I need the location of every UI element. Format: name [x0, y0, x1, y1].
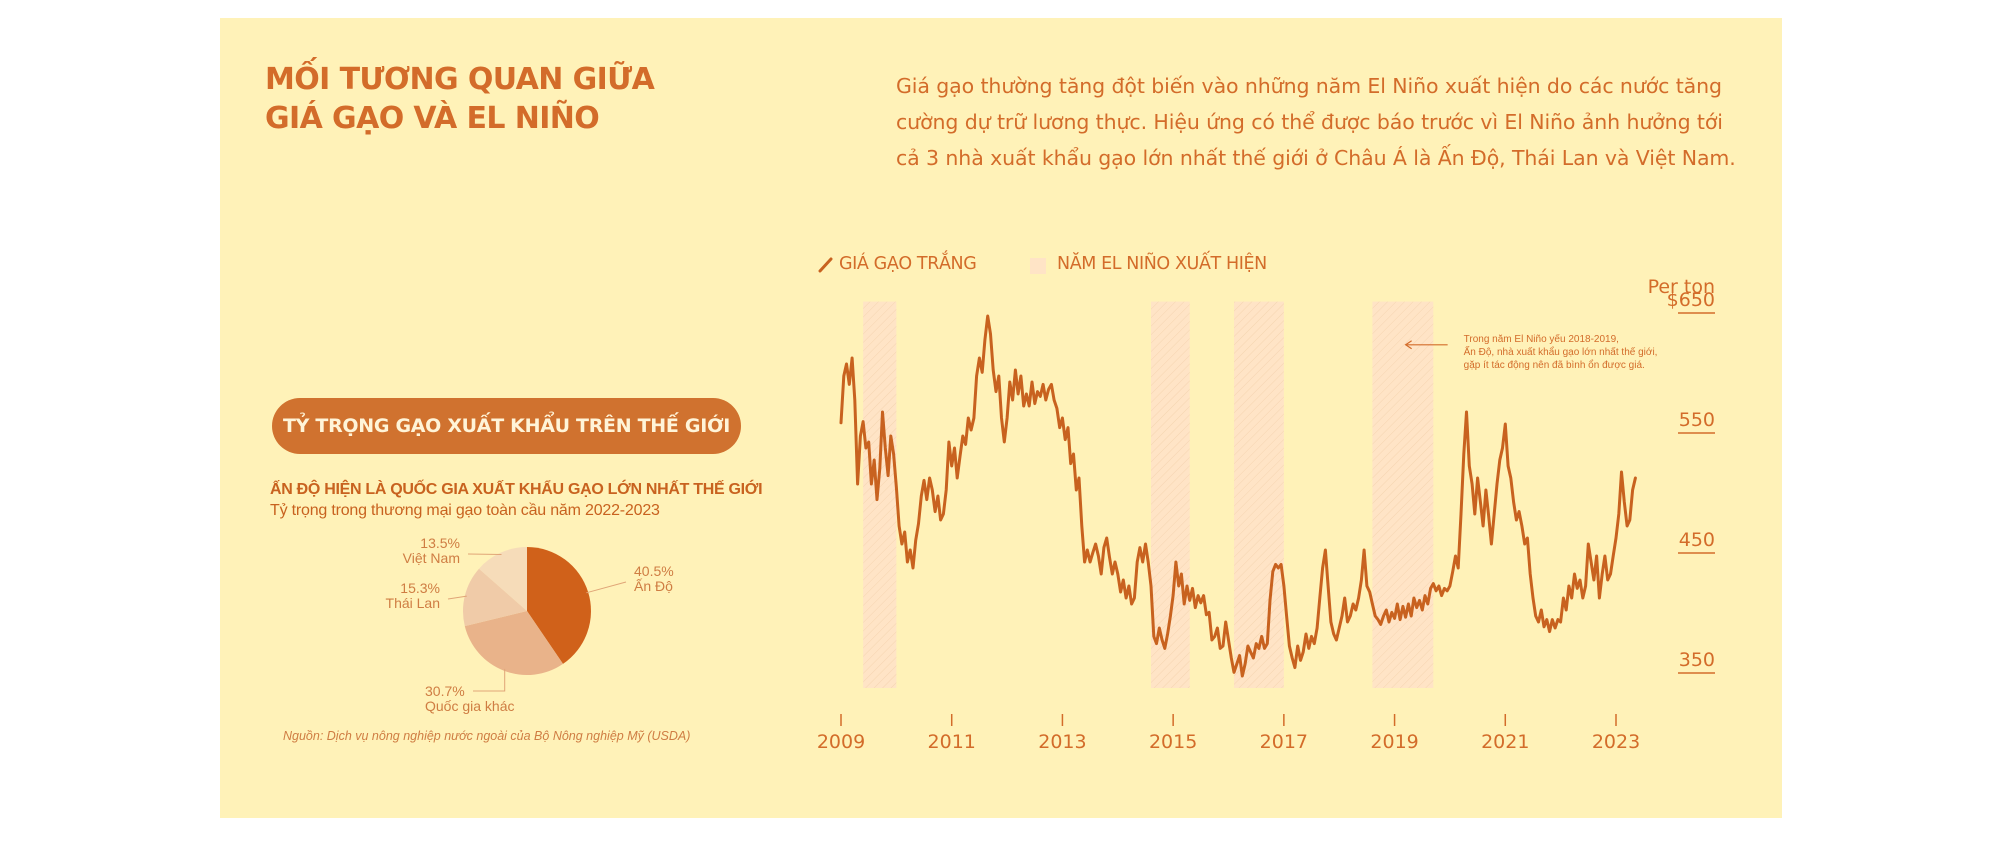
title-line-2: GIÁ GẠO VÀ EL NIÑO [265, 101, 600, 136]
x-tick-label-4: 2017 [1260, 731, 1308, 753]
pie-name-label-1: Quốc gia khác [425, 698, 515, 714]
pie-subheading: Tỷ trọng trong thương mại gạo toàn cầu n… [270, 502, 660, 519]
legend-el-nino-swatch [1030, 258, 1046, 274]
pie-pct-label-0: 40.5% [634, 563, 674, 579]
intro-line-2: cường dự trữ lương thực. Hiệu ứng có thể… [896, 110, 1723, 134]
pie-heading: ẤN ĐỘ HIỆN LÀ QUỐC GIA XUẤT KHẨU GẠO LỚN… [270, 481, 763, 498]
x-tick-label-7: 2023 [1592, 731, 1640, 753]
y-tick-label-0: $650 [1667, 289, 1715, 311]
y-axis-label: Per ton [1648, 276, 1715, 298]
y-tick-label-2: 450 [1679, 529, 1715, 551]
pie-pct-label-2: 15.3% [400, 580, 440, 596]
intro-line-3: cả 3 nhà xuất khẩu gạo lớn nhất thế giới… [896, 146, 1736, 170]
legend-line-label: GIÁ GẠO TRẮNG [839, 254, 977, 274]
line-chart: Per ton$650 550 450 350 2009 2011 2013 2015 2017… [817, 276, 1715, 753]
el-nino-band-hatch-0 [863, 301, 897, 688]
pie-leader-2 [447, 595, 467, 600]
title-line-1: MỐI TƯƠNG QUAN GIỮA [265, 62, 655, 97]
el-nino-band-hatch-2 [1234, 301, 1284, 688]
legend-el-nino-label: NĂM EL NIÑO XUẤT HIỆN [1057, 254, 1267, 274]
annotation-line-2: gặp ít tác động nên đã bình ổn được giá. [1464, 359, 1645, 371]
x-tick-label-5: 2019 [1370, 731, 1418, 753]
annotation-arrow-head [1404, 340, 1412, 350]
export-share-banner: TỶ TRỌNG GẠO XUẤT KHẨU TRÊN THẾ GIỚI [272, 398, 741, 454]
pie-pct-label-1: 30.7% [425, 683, 465, 699]
x-tick-label-1: 2011 [928, 731, 976, 753]
pie-slice-3 [479, 547, 527, 611]
pie-chart: 40.5%Ấn Độ 30.7%Quốc gia khác 15.3%Thái La… [386, 535, 674, 714]
pie-leader-3 [467, 553, 502, 555]
x-tick-label-6: 2021 [1481, 731, 1529, 753]
x-tick-label-3: 2015 [1149, 731, 1197, 753]
intro-line-1: Giá gạo thường tăng đột biến vào những n… [896, 74, 1722, 98]
annotation-line-0: Trong năm El Niño yếu 2018-2019, [1464, 333, 1619, 345]
pie-name-label-2: Thái Lan [386, 595, 440, 611]
pie-leader-1 [473, 668, 506, 692]
annotation-line-1: Ấn Độ, nhà xuất khẩu gạo lớn nhất thế gi… [1464, 345, 1658, 358]
x-tick-label-0: 2009 [817, 731, 865, 753]
el-nino-band-hatch-3 [1372, 301, 1434, 688]
pie-slice-1 [464, 611, 563, 675]
intro-paragraph: Giá gạo thường tăng đột biến vào những n… [896, 68, 1736, 176]
el-nino-band-hatch-1 [1151, 301, 1190, 688]
pie-slice-0 [527, 547, 591, 664]
pie-pct-label-3: 13.5% [420, 535, 460, 551]
y-tick-label-3: 350 [1679, 649, 1715, 671]
infographic-card: MỐI TƯƠNG QUAN GIỮA GIÁ GẠO VÀ EL NIÑO G… [220, 18, 1782, 818]
y-tick-label-1: 550 [1679, 409, 1715, 431]
pie-leader-0 [586, 581, 627, 594]
page-title: MỐI TƯƠNG QUAN GIỮA GIÁ GẠO VÀ EL NIÑO [265, 60, 785, 138]
rice-price-line [839, 314, 1637, 678]
x-tick-label-2: 2013 [1038, 731, 1086, 753]
pie-slice-2 [463, 568, 527, 627]
pie-name-label-0: Ấn Độ [634, 578, 673, 594]
pie-name-label-3: Việt Nam [403, 550, 460, 566]
legend-line-icon [818, 257, 833, 273]
source-note: Nguồn: Dịch vụ nông nghiệp nước ngoài củ… [283, 729, 691, 743]
